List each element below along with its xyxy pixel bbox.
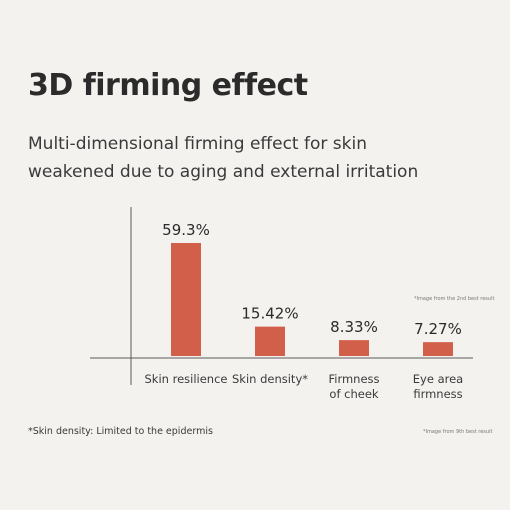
category-label-2: Firmness of cheek xyxy=(328,372,379,401)
value-label-0: 59.3% xyxy=(162,221,210,239)
subtitle-line-1: Multi-dimensional firming effect for ski… xyxy=(28,134,367,154)
category-label-1: Skin density* xyxy=(232,372,308,386)
bar-0 xyxy=(171,243,201,356)
subtitle-line-2: weakened due to aging and external irrit… xyxy=(28,162,419,182)
bar-2 xyxy=(339,340,369,356)
category-label-3: Eye area firmness xyxy=(413,372,463,401)
value-label-3: 7.27% xyxy=(414,320,462,338)
image-note-bottom: *Image from 9th best result xyxy=(423,429,493,435)
value-label-2: 8.33% xyxy=(330,318,378,336)
page-title: 3D firming effect xyxy=(28,68,308,103)
footnote: *Skin density: Limited to the epidermis xyxy=(28,426,213,437)
bars-layer: 59.3% Skin resilience 15.42% Skin density* 8… xyxy=(145,221,464,401)
bar-1 xyxy=(255,326,285,356)
page-subtitle: Multi-dimensional firming effect for ski… xyxy=(28,130,488,186)
category-label-0: Skin resilience xyxy=(145,372,228,386)
bar-3 xyxy=(423,342,453,356)
value-label-1: 15.42% xyxy=(241,305,298,323)
image-note-top: *Image from the 2nd best result xyxy=(414,296,495,302)
